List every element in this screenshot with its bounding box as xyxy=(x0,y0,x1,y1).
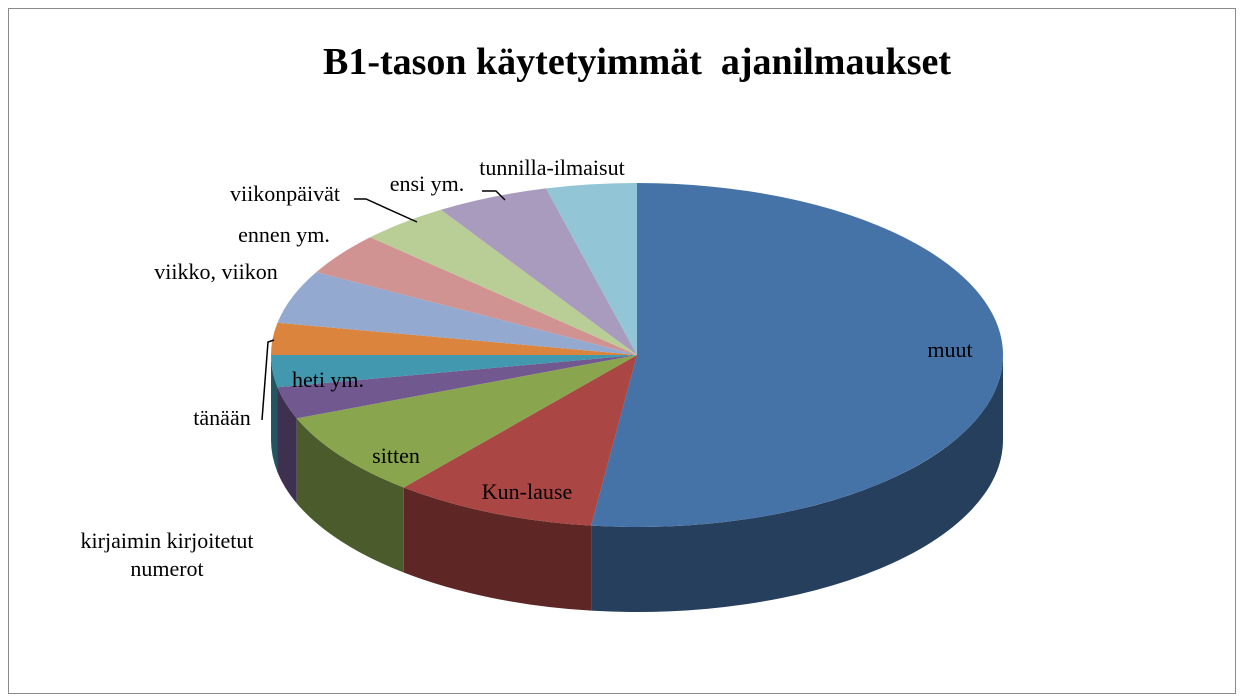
pie-slice xyxy=(296,355,637,488)
slice-label: sitten xyxy=(372,443,420,468)
pie-slice xyxy=(316,237,637,355)
pie-slice xyxy=(277,272,637,355)
slice-label: viikko, viikon xyxy=(154,259,278,284)
pie-slice xyxy=(277,355,637,419)
pie-slice xyxy=(591,183,1004,527)
slice-label: tunnilla-ilmaisut xyxy=(479,155,625,180)
pie-side xyxy=(296,418,404,573)
leader-line xyxy=(261,339,275,421)
slice-label: heti ym. xyxy=(291,367,365,392)
chart-frame xyxy=(8,8,1236,694)
pie-slice xyxy=(440,188,637,355)
pie-group xyxy=(271,183,1004,612)
slice-label: muut xyxy=(927,337,973,362)
pie-slice xyxy=(370,209,637,355)
pie-slice xyxy=(545,183,637,355)
slice-label: viikonpäivät xyxy=(230,181,340,206)
chart-title: B1-tason käytetyimmät ajanilmaukset xyxy=(322,41,952,83)
pie-slice xyxy=(271,355,637,388)
slice-label: ensi ym. xyxy=(389,171,465,196)
slice-label: kirjaimin kirjoitetut numerot xyxy=(80,528,254,581)
leader-line xyxy=(482,190,506,201)
pie-side xyxy=(403,487,592,611)
slice-label: ennen ym. xyxy=(238,222,330,247)
pie-side xyxy=(591,355,1003,612)
pie-slice xyxy=(271,322,637,355)
pie-slice xyxy=(403,355,637,526)
slice-label: tänään xyxy=(193,405,251,430)
slice-label: Kun-lause xyxy=(481,479,573,504)
leader-line xyxy=(354,198,418,223)
pie-side xyxy=(277,387,297,504)
pie-side xyxy=(271,355,278,473)
